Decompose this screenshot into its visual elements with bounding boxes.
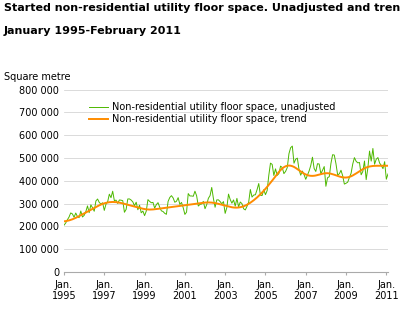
Line: Non-residential utility floor space, trend: Non-residential utility floor space, tre… bbox=[64, 165, 388, 221]
Non-residential utility floor space, trend bbox=[324, 171, 328, 175]
Non-residential utility floor space, unadjusted bbox=[324, 184, 328, 188]
Non-residential utility floor space, trend bbox=[386, 164, 390, 168]
Non-residential utility floor space, unadjusted bbox=[92, 209, 97, 213]
Non-residential utility floor space, trend bbox=[62, 220, 66, 223]
Non-residential utility floor space, unadjusted bbox=[314, 170, 318, 173]
Non-residential utility floor space, unadjusted bbox=[230, 201, 234, 205]
Non-residential utility floor space, unadjusted bbox=[290, 144, 295, 148]
Non-residential utility floor space, unadjusted bbox=[214, 198, 219, 202]
Non-residential utility floor space, trend bbox=[92, 206, 97, 210]
Text: Started non-residential utility floor space. Unadjusted and trend.: Started non-residential utility floor sp… bbox=[4, 3, 400, 13]
Non-residential utility floor space, trend bbox=[230, 205, 234, 209]
Text: January 1995-February 2011: January 1995-February 2011 bbox=[4, 26, 182, 36]
Line: Non-residential utility floor space, unadjusted: Non-residential utility floor space, una… bbox=[64, 146, 388, 225]
Non-residential utility floor space, unadjusted bbox=[386, 172, 390, 176]
Non-residential utility floor space, trend bbox=[129, 204, 134, 208]
Text: Square metre: Square metre bbox=[4, 72, 70, 82]
Legend: Non-residential utility floor space, unadjusted, Non-residential utility floor s: Non-residential utility floor space, una… bbox=[85, 98, 340, 128]
Non-residential utility floor space, unadjusted bbox=[129, 198, 134, 202]
Non-residential utility floor space, trend bbox=[214, 202, 219, 205]
Non-residential utility floor space, unadjusted bbox=[62, 223, 66, 227]
Non-residential utility floor space, trend bbox=[314, 173, 318, 177]
Non-residential utility floor space, trend bbox=[286, 164, 291, 167]
